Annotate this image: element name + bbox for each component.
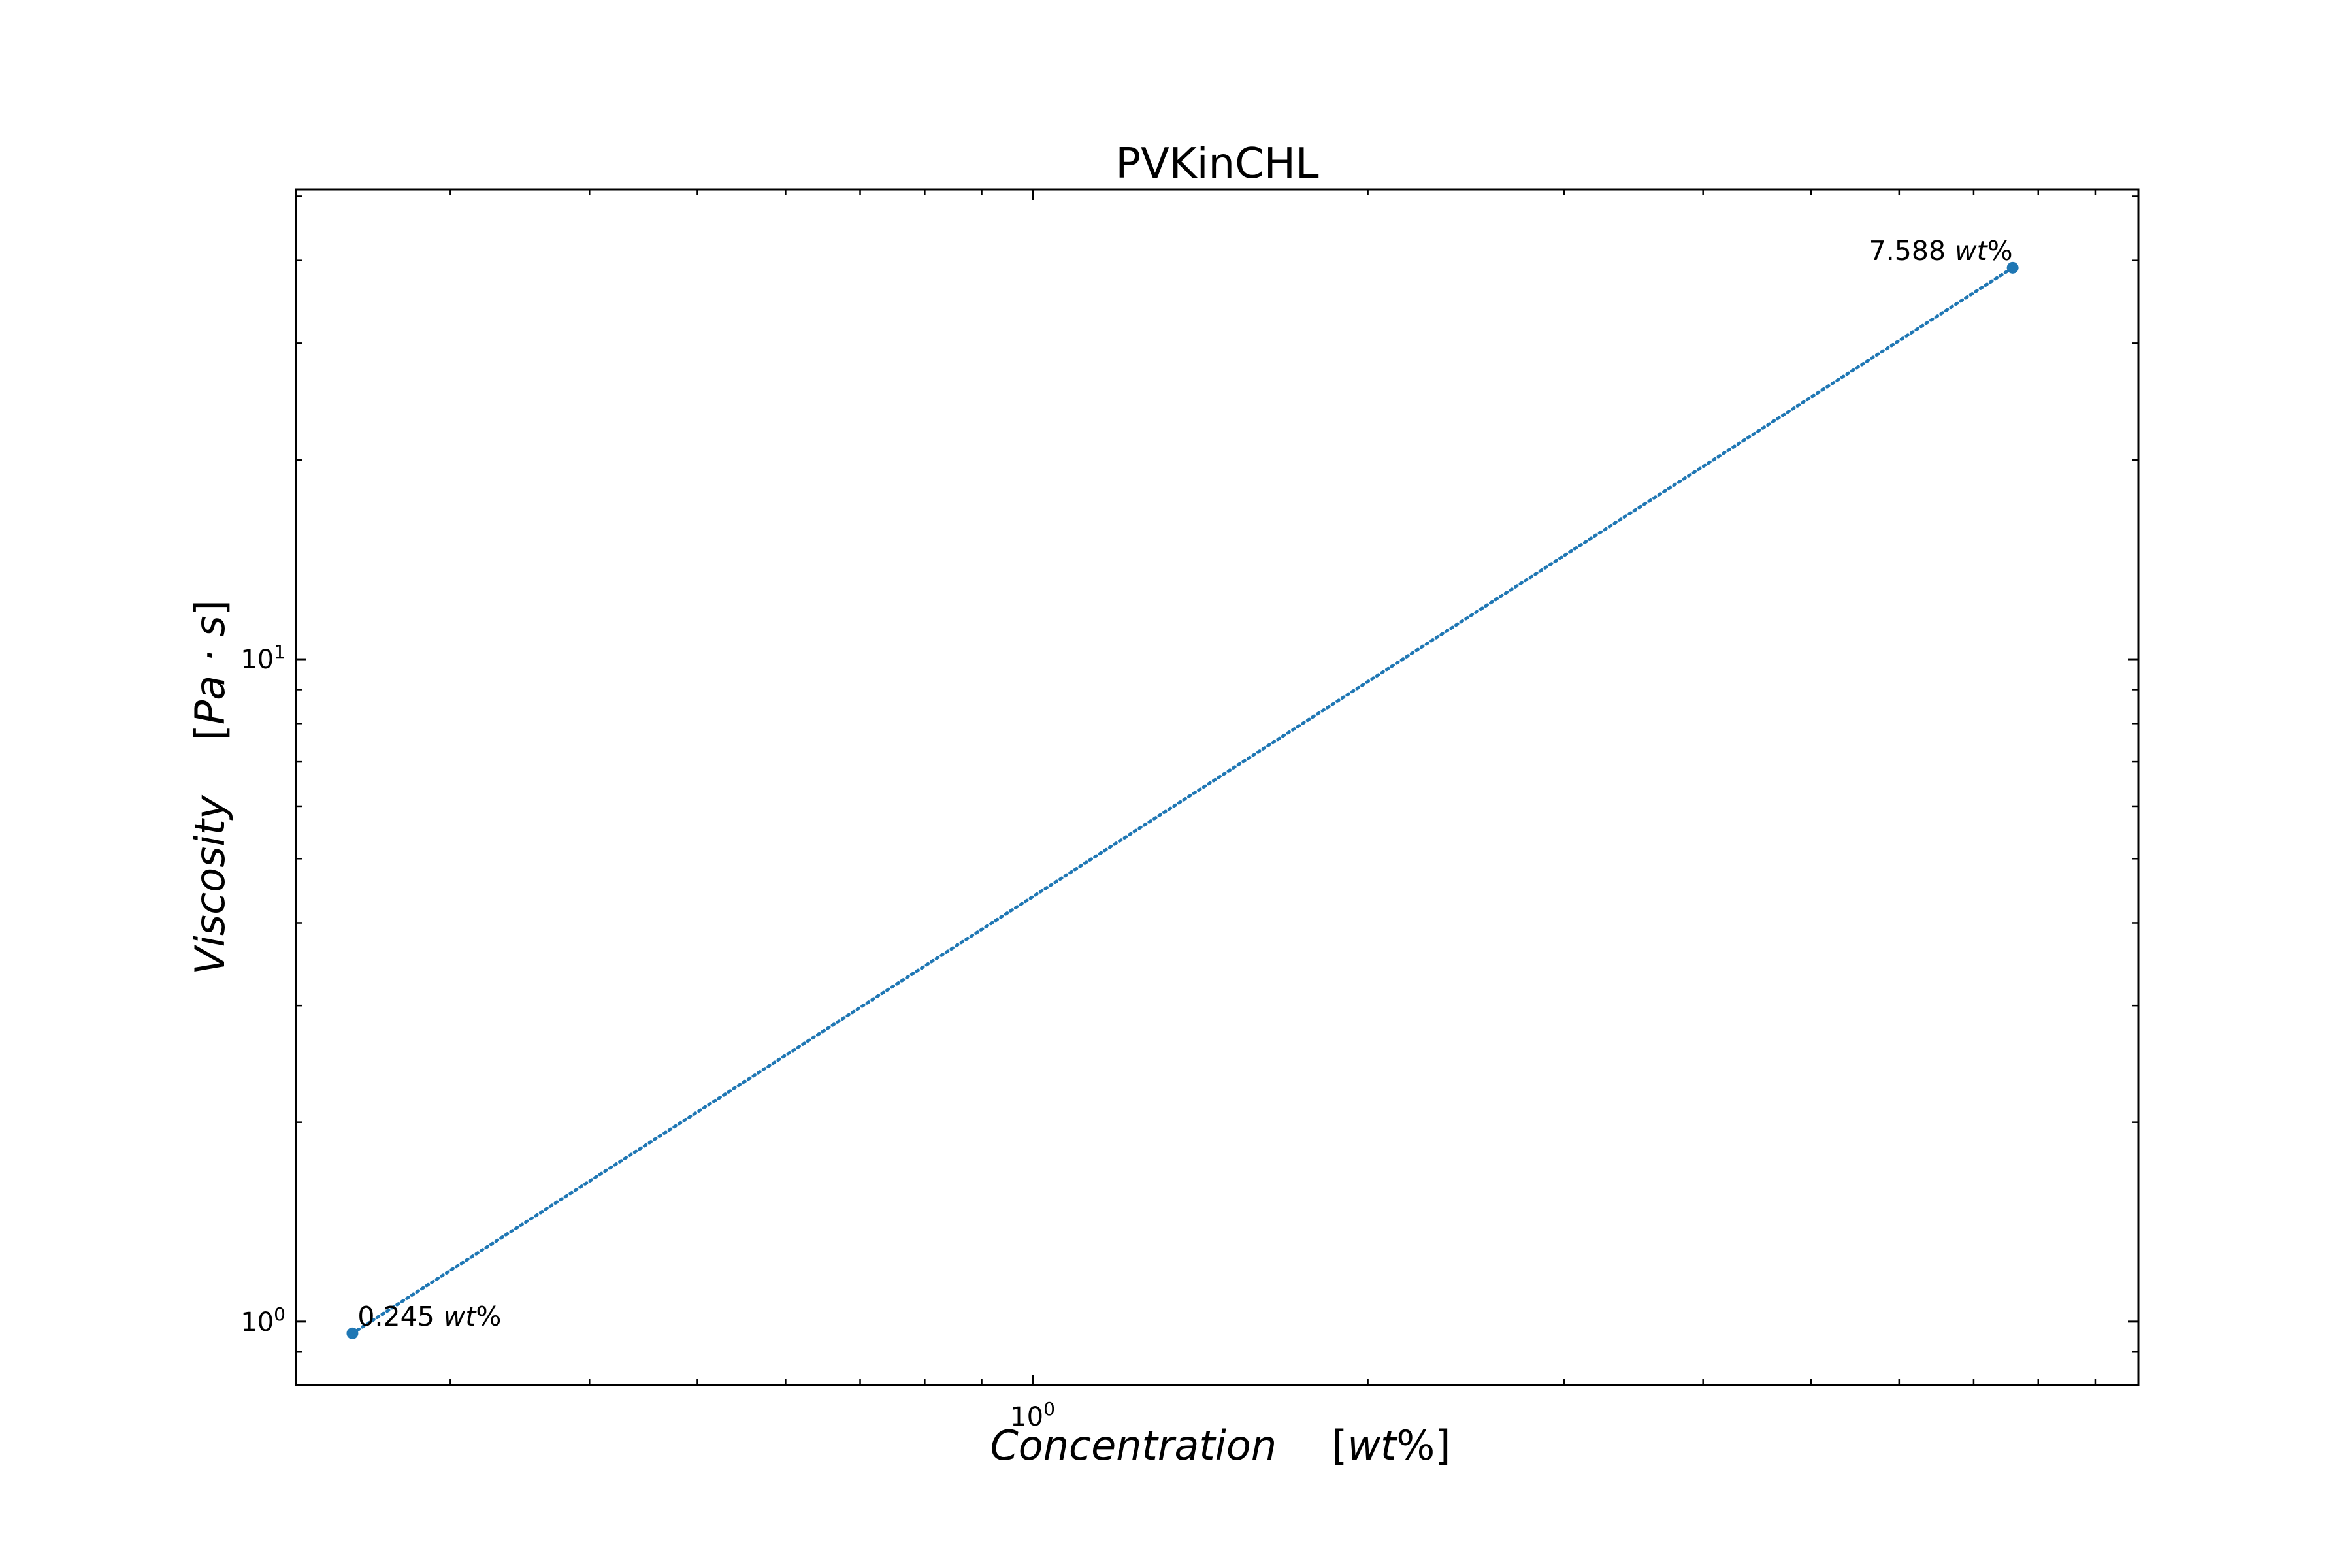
x-tick-label: 100 [1010,1398,1055,1432]
x-axis-label-open: [ [1331,1422,1347,1469]
chart-title: PVKinCHL [1115,140,1319,188]
y-axis-label-unit: Pa · s [186,615,234,725]
y-tick-exponent: 1 [274,641,286,662]
plot-frame [295,188,2140,1386]
data-label-suffix: % [1987,235,2013,267]
x-axis-label: Concentration [wt%] [990,1422,1451,1469]
y-tick-base: 10 [240,1307,274,1337]
data-label: 0.245 wt% [357,1301,501,1332]
data-point [346,1327,359,1339]
y-axis-label: Viscosity [Pa · s] [186,600,234,975]
data-label-suffix: % [476,1301,501,1332]
x-tick-exponent: 0 [1043,1398,1055,1420]
data-point [2006,261,2019,274]
data-label-unit: wt [1955,235,1989,267]
y-axis-label-open: [ [186,725,234,740]
y-axis-label-text: Viscosity [186,794,234,975]
data-label-value: 0.245 [357,1301,434,1332]
major-ticks [296,189,2138,1385]
y-axis-label-close: ] [186,600,234,615]
y-tick-base: 10 [240,645,274,675]
data-label-unit: wt [444,1301,478,1332]
y-tick-label: 101 [240,641,286,675]
x-tick-base: 10 [1010,1402,1043,1432]
y-tick-label: 100 [240,1303,286,1337]
data-label-value: 7.588 [1869,235,1946,267]
y-tick-exponent: 0 [274,1303,286,1325]
x-axis-label-unit: wt [1347,1422,1398,1469]
x-axis-label-text: Concentration [990,1422,1277,1469]
annotations-layer: 0.245 wt% 7.588 wt% [357,235,2012,1332]
series-layer [346,261,2019,1339]
data-label: 7.588 wt% [1869,235,2013,267]
series-line [350,266,2015,1335]
x-axis-label-close: %] [1396,1422,1450,1469]
